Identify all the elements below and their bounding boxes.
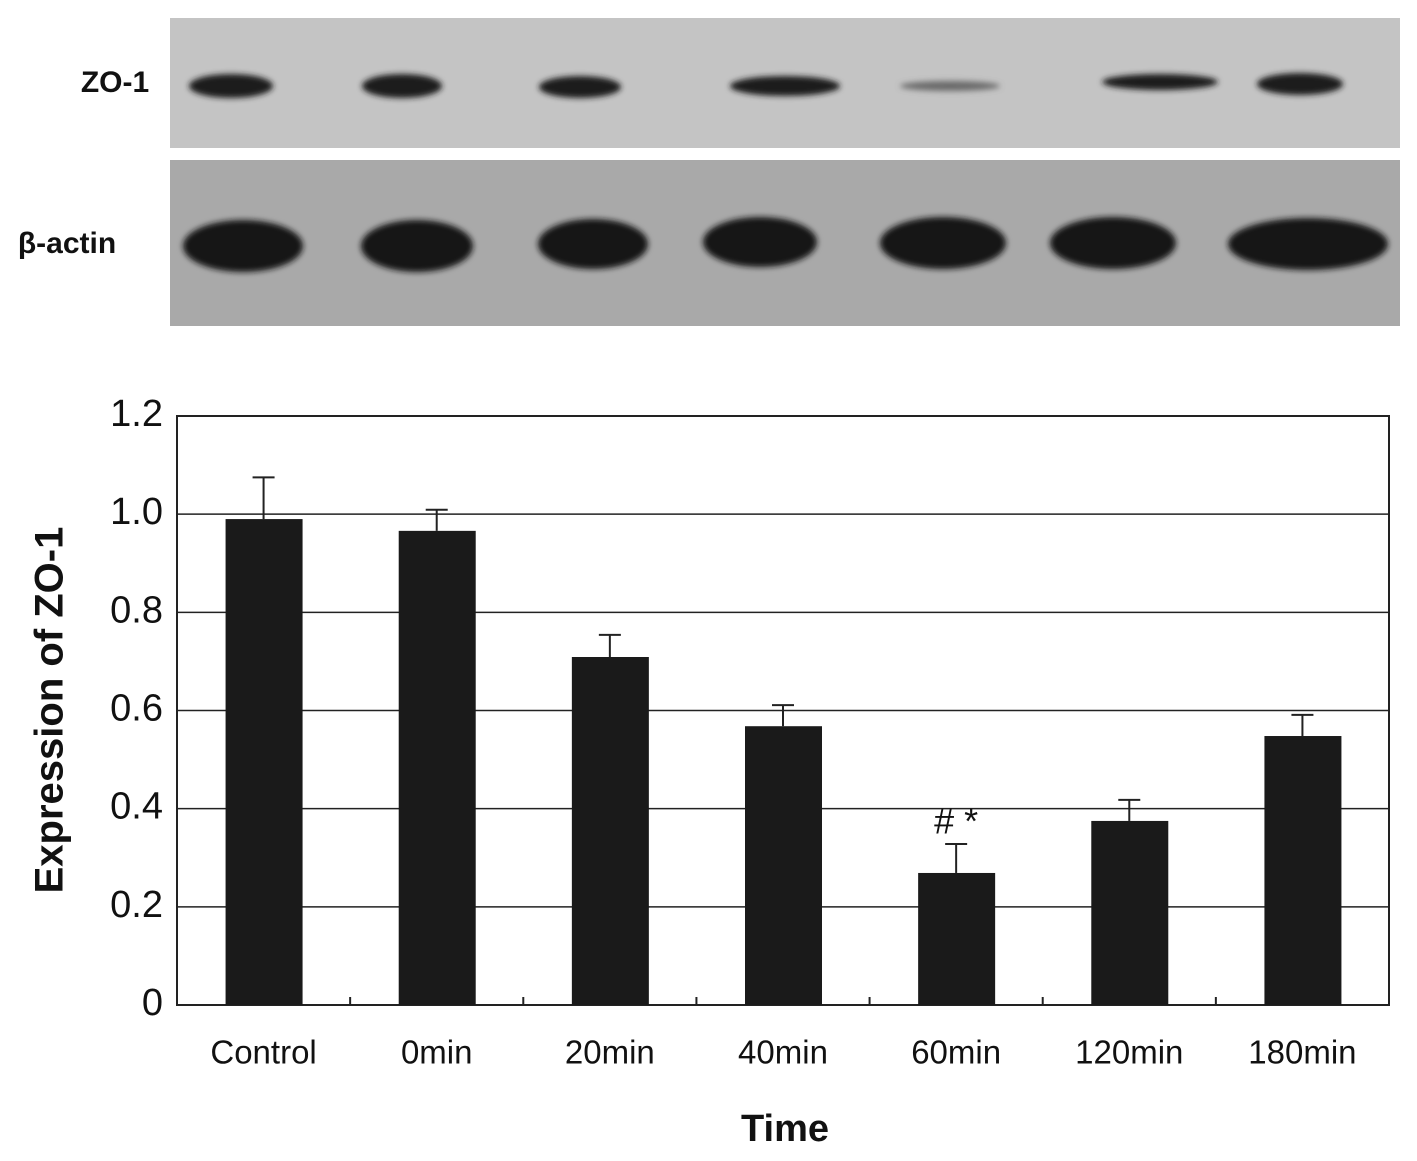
bar	[745, 726, 822, 1005]
actin-bands	[183, 217, 1388, 272]
band	[362, 74, 442, 98]
bar	[571, 656, 649, 1005]
bar	[1091, 820, 1169, 1005]
band	[1102, 74, 1218, 90]
y-tick-label: 1.2	[110, 393, 163, 435]
bar	[225, 519, 303, 1005]
blot-label: β-actin	[18, 227, 116, 260]
x-axis-label: Time	[741, 1108, 829, 1150]
band	[189, 74, 273, 98]
annotation: # *	[934, 801, 978, 842]
y-tick-label: 0.2	[110, 884, 163, 926]
band	[1257, 73, 1343, 95]
band	[880, 217, 1006, 269]
band	[900, 81, 1000, 91]
x-tick-label: 180min	[1248, 1034, 1356, 1071]
band	[730, 76, 840, 96]
x-tick-label: Control	[210, 1034, 316, 1071]
x-tick-label: 40min	[738, 1034, 828, 1071]
band	[1050, 217, 1176, 269]
band	[183, 220, 303, 272]
band	[538, 219, 648, 269]
y-tick-label: 0	[142, 982, 163, 1024]
band	[539, 76, 621, 98]
x-tick-label: 120min	[1075, 1034, 1183, 1071]
zo1-bands	[189, 73, 1343, 98]
band	[361, 220, 473, 272]
x-tick-label: 60min	[911, 1034, 1001, 1071]
y-tick-label: 0.8	[110, 589, 163, 631]
y-tick-label: 0.6	[110, 688, 163, 730]
blot-label: ZO-1	[81, 66, 149, 99]
western-blot: ZO-1 β-actin	[18, 18, 1400, 326]
x-tick-label: 20min	[565, 1034, 655, 1071]
y-tick-label: 0.4	[110, 786, 163, 828]
x-tick-label: 0min	[401, 1034, 473, 1071]
band	[703, 217, 817, 267]
bar	[1264, 736, 1342, 1005]
y-tick-label: 1.0	[110, 491, 163, 533]
bar	[918, 872, 996, 1005]
bar	[398, 530, 476, 1005]
band	[1228, 218, 1388, 270]
y-axis-label: Expression of ZO-1	[28, 527, 72, 894]
